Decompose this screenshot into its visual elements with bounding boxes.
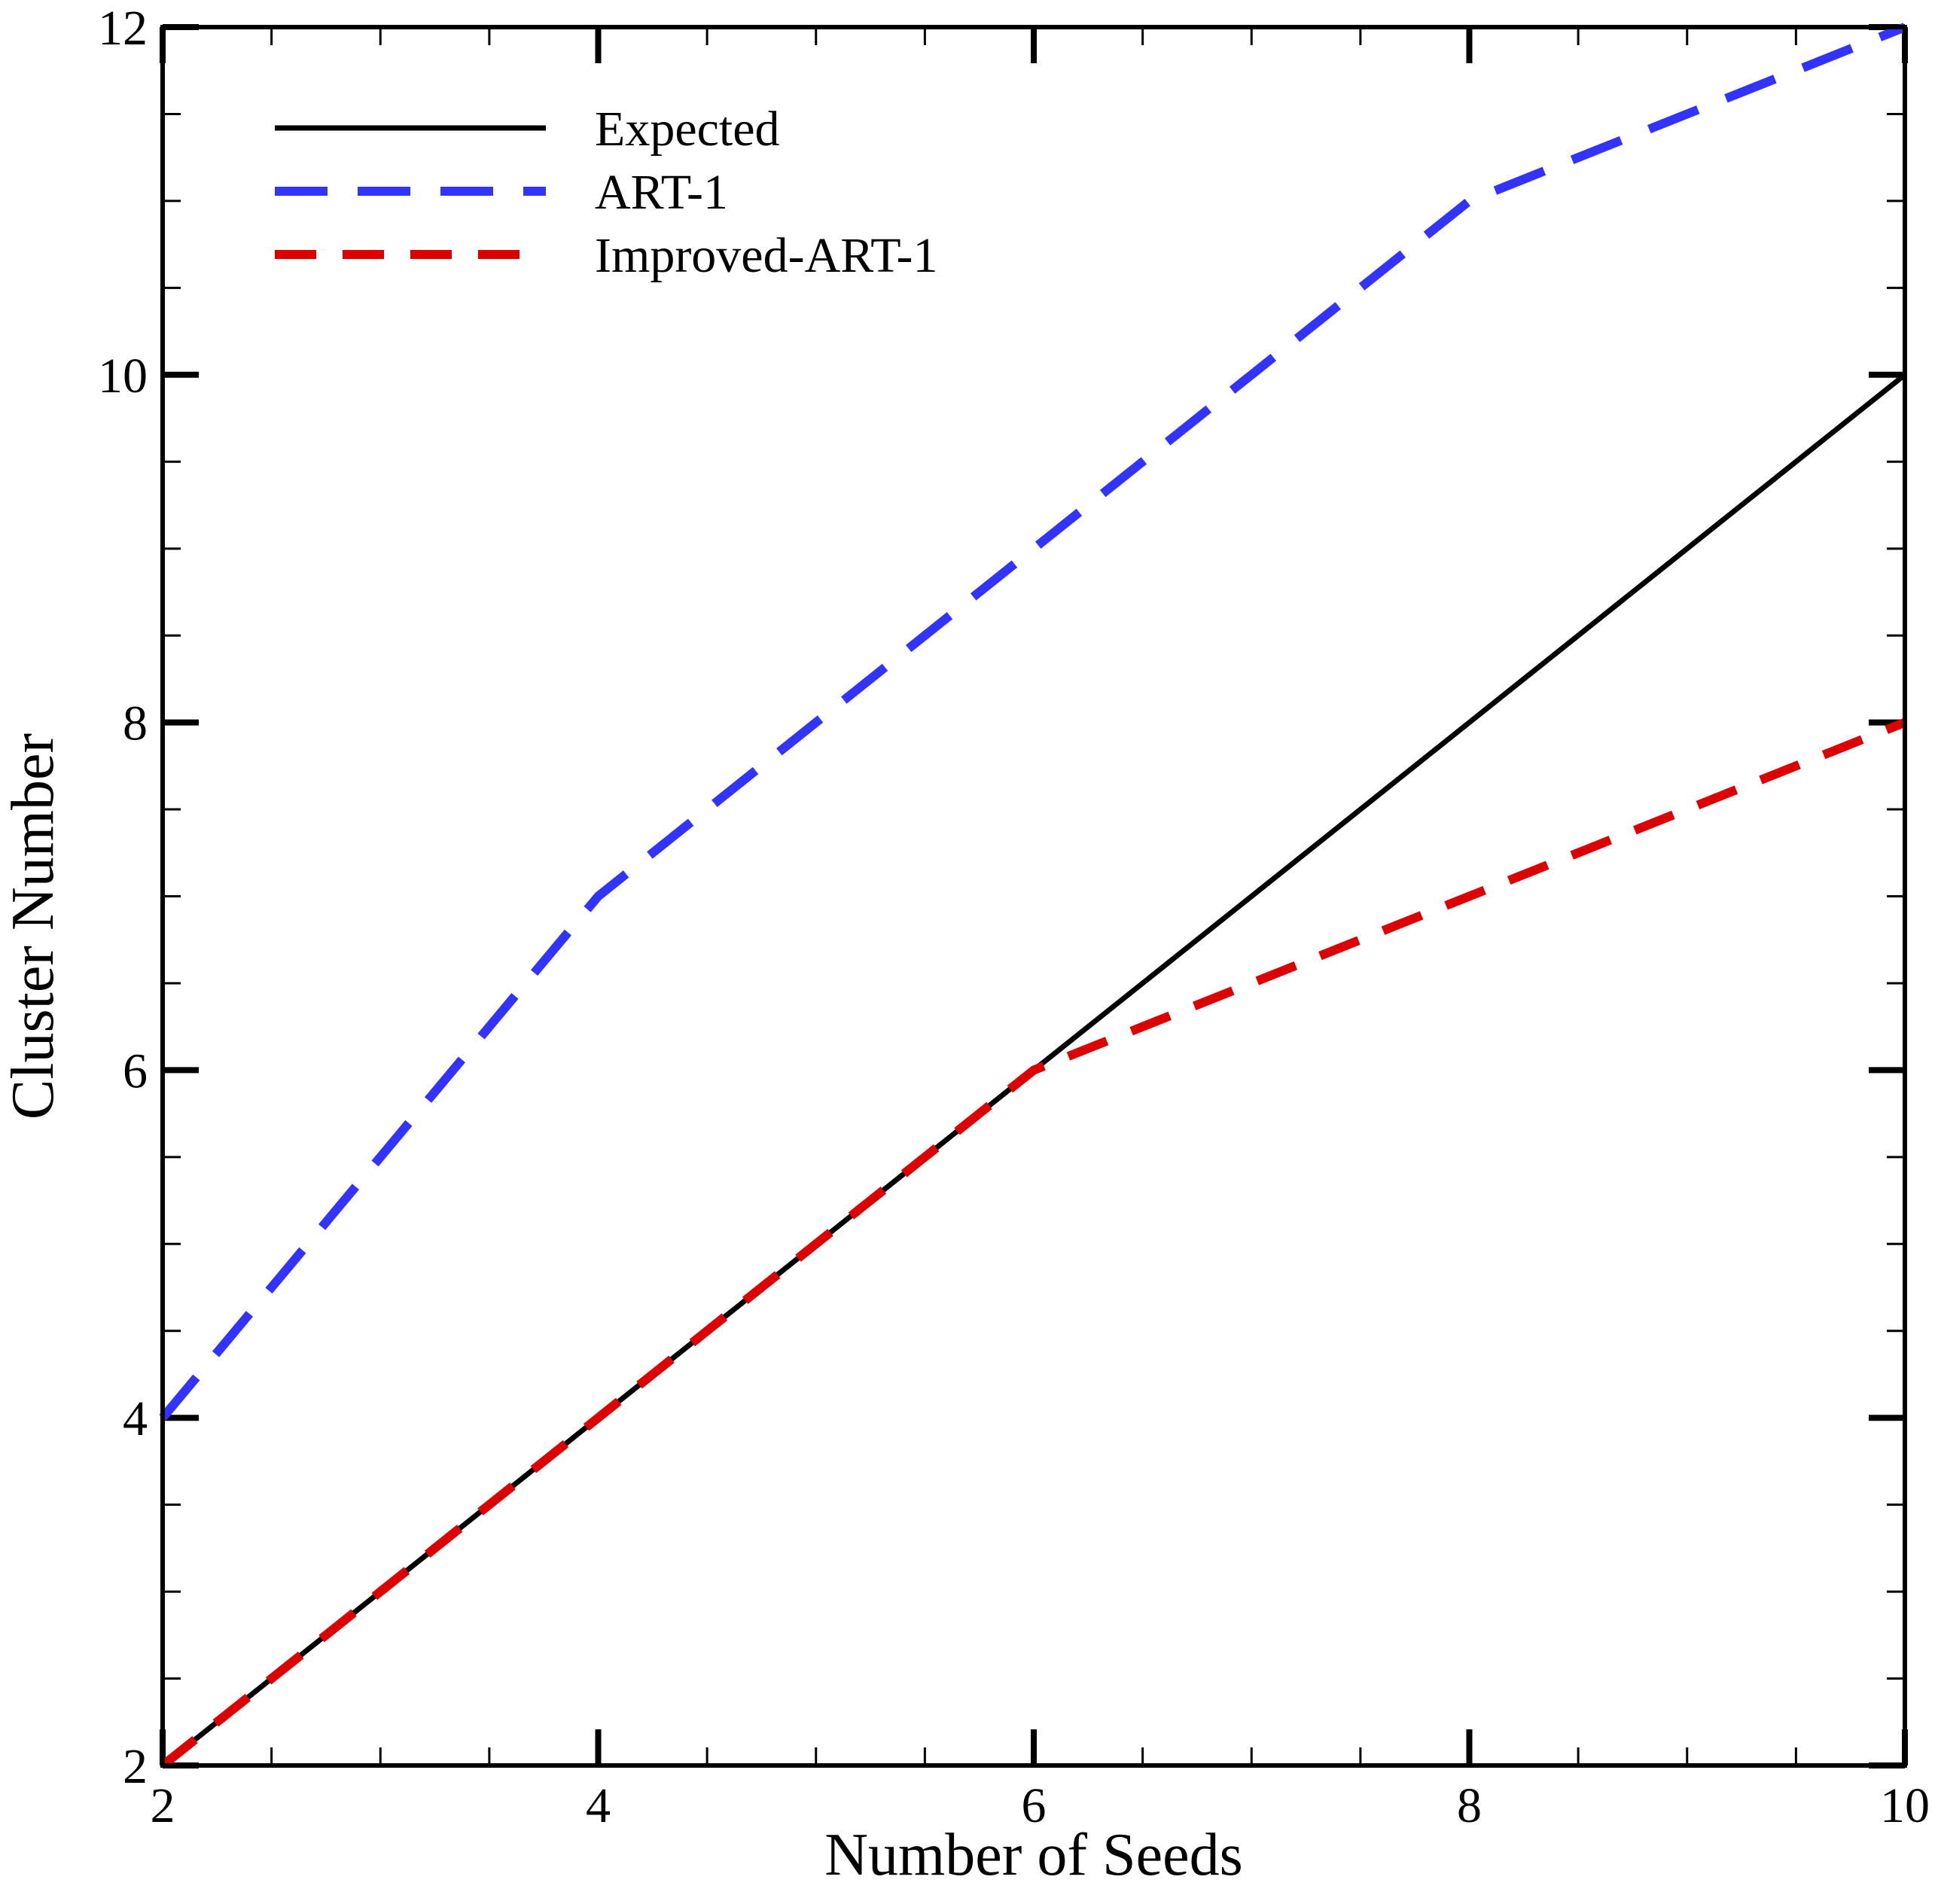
series-line-improved-art-1 <box>160 718 1907 1769</box>
y-tick-label: 4 <box>123 1391 148 1446</box>
y-tick-label: 10 <box>98 349 148 404</box>
legend-label-expected: Expected <box>595 102 780 157</box>
x-tick-label: 4 <box>586 1778 611 1833</box>
y-tick-label: 12 <box>98 1 148 56</box>
legend-label-improved-art-1: Improved-ART-1 <box>595 228 938 283</box>
y-tick-label: 2 <box>123 1739 148 1794</box>
major-ticks <box>160 24 1908 1768</box>
x-tick-label: 6 <box>1022 1778 1047 1833</box>
series-lines <box>159 23 1907 1769</box>
series-line-art-1 <box>159 23 1907 1421</box>
x-tick-label: 10 <box>1880 1778 1930 1833</box>
plot-frame <box>160 25 1907 1768</box>
y-axis-title: Cluster Number <box>0 733 66 1120</box>
legend: Expected ART-1 Improved-ART-1 <box>275 102 938 283</box>
x-tick-label: 8 <box>1457 1778 1482 1833</box>
x-axis-title: Number of Seeds <box>824 1822 1242 1888</box>
y-tick-label: 6 <box>123 1043 148 1098</box>
x-tick-labels: 2 4 6 8 10 <box>151 1778 1930 1833</box>
x-tick-label: 2 <box>151 1778 175 1833</box>
legend-label-art-1: ART-1 <box>595 165 728 220</box>
y-tick-labels: 2 4 6 8 10 12 <box>98 1 148 1794</box>
minor-ticks <box>163 27 1905 1765</box>
y-tick-label: 8 <box>123 696 148 751</box>
